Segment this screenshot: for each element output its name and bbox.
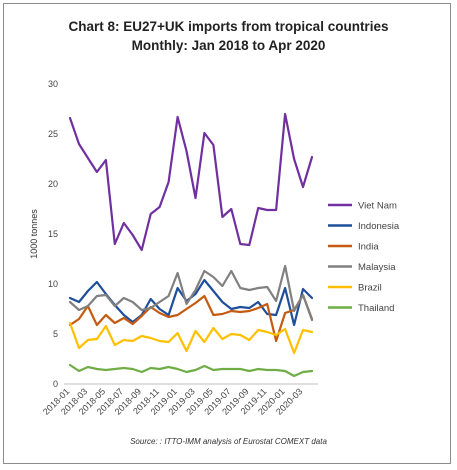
- chart-subtitle: Monthly: Jan 2018 to Apr 2020: [131, 38, 326, 53]
- chart-frame: [3, 3, 451, 464]
- series-layer: [68, 112, 314, 378]
- series-line-indonesia: [68, 278, 314, 327]
- legend-label: Brazil: [358, 283, 382, 294]
- series-line-viet-nam: [68, 112, 314, 252]
- legend-label: Viet Nam: [358, 201, 397, 212]
- y-tick-label: 25: [48, 129, 58, 139]
- legend-label: Malaysia: [358, 262, 396, 273]
- y-tick-label: 0: [53, 379, 58, 389]
- y-tick-label: 30: [48, 79, 58, 89]
- series-line-thailand: [68, 363, 314, 378]
- series-line-india: [68, 293, 314, 343]
- series-line-brazil: [68, 321, 314, 355]
- y-tick-label: 10: [48, 279, 58, 289]
- y-tick-label: 5: [53, 329, 58, 339]
- legend-label: Thailand: [358, 303, 394, 314]
- y-axis-title: 1000 tonnes: [29, 209, 39, 259]
- y-tick-label: 20: [48, 179, 58, 189]
- legend-label: Indonesia: [358, 221, 400, 232]
- legend-label: India: [358, 242, 379, 253]
- y-tick-label: 15: [48, 229, 58, 239]
- chart-source: Source: : ITTO-IMM analysis of Eurostat …: [130, 437, 327, 446]
- chart-title: Chart 8: EU27+UK imports from tropical c…: [68, 19, 389, 34]
- legend: Viet Nam Indonesia India Malaysia Brazil Thai…: [328, 201, 400, 314]
- series-line-malaysia: [68, 264, 314, 322]
